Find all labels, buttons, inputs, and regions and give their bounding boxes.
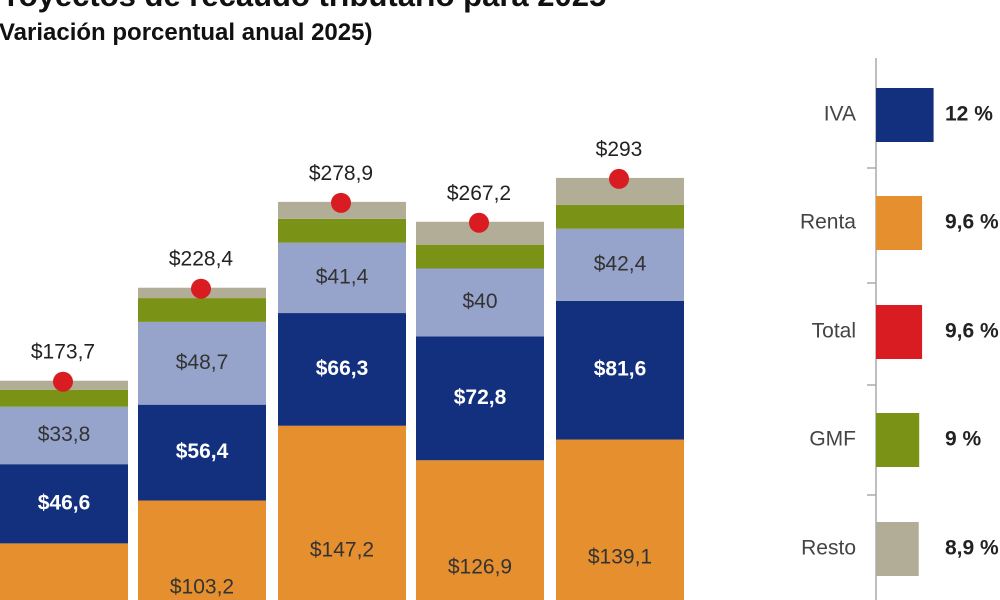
total-marker [331, 192, 351, 213]
total-marker [609, 168, 629, 189]
total-label: $173,7 [31, 341, 95, 364]
legend-label: Renta [800, 211, 856, 234]
legend-value: 9 % [945, 428, 982, 451]
legend-label: IVA [824, 103, 856, 126]
segment-label: $33,8 [38, 423, 91, 446]
bar-segment-otros [0, 406, 128, 465]
legend-value: 12 % [945, 103, 993, 126]
total-label: $293 [596, 138, 643, 161]
bar-segment-gmf [138, 298, 266, 322]
bar-segment-iva [278, 313, 406, 426]
legend-label: Total [812, 320, 856, 343]
bar-segment-gmf [278, 218, 406, 243]
legend-bar-resto [876, 522, 919, 576]
segment-label: $56,4 [176, 440, 229, 463]
segment-label: $103,2 [170, 576, 234, 599]
bar-segment-renta [278, 425, 406, 600]
legend-label: GMF [809, 428, 856, 451]
segment-label: $48,7 [176, 351, 229, 374]
total-label: $267,2 [447, 182, 511, 205]
legend-value: 8,9 % [945, 537, 999, 560]
bar-segment-iva [0, 464, 128, 544]
bar-segment-otros [416, 268, 544, 337]
chart-title: Proyectos de recaudo tributario para 202… [0, 0, 606, 14]
legend-value: 9,6 % [945, 320, 999, 343]
bar-segment-otros [556, 228, 684, 301]
legend-label: Resto [801, 537, 856, 560]
bar-segment-iva [416, 336, 544, 461]
segment-label: $126,9 [448, 556, 512, 579]
bar-segment-renta [416, 460, 544, 600]
bar-segment-iva [138, 404, 266, 501]
bar-segment-renta [556, 439, 684, 600]
bar-segment-gmf [416, 244, 544, 269]
segment-label: $40 [462, 290, 497, 313]
segment-label: $81,6 [594, 358, 647, 381]
bar-segment-gmf [556, 204, 684, 229]
segment-label: $42,4 [594, 252, 647, 275]
total-label: $228,4 [169, 248, 234, 271]
segment-label: $72,8 [454, 386, 507, 409]
segment-label: $66,3 [316, 357, 369, 380]
total-marker [469, 212, 489, 233]
segment-label: $41,4 [316, 265, 369, 288]
total-label: $278,9 [309, 162, 373, 185]
segment-label: $147,2 [310, 538, 374, 561]
legend-bar-gmf [876, 413, 920, 467]
total-marker [53, 371, 73, 392]
total-marker [191, 278, 211, 299]
legend-value: 9,6 % [945, 211, 999, 234]
legend-bar-iva [876, 88, 934, 142]
bar-segment-iva [556, 300, 684, 440]
chart-subtitle: (Variación porcentual anual 2025) [0, 19, 373, 46]
bar-segment-resto [416, 221, 544, 245]
legend-bar-total [876, 305, 923, 359]
bar-segment-gmf [0, 389, 128, 407]
legend-bar-renta [876, 196, 923, 250]
bar-segment-renta [138, 500, 266, 600]
bar-segment-otros [138, 321, 266, 405]
bar-segment-renta [0, 543, 128, 600]
segment-label: $46,6 [38, 491, 91, 514]
bar-segment-otros [278, 242, 406, 314]
segment-label: $139,1 [588, 545, 652, 568]
